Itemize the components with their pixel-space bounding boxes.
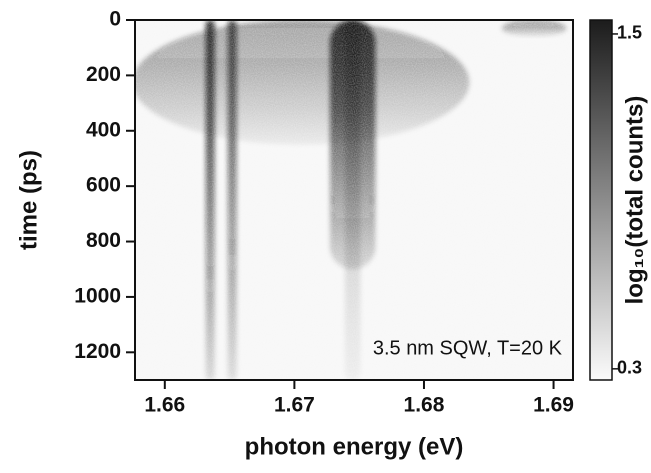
y-tick-label: 400 xyxy=(86,118,121,141)
colorbar-tick-label: 0.3 xyxy=(617,358,642,378)
y-tick-label: 0 xyxy=(109,8,121,31)
annotation: 3.5 nm SQW, T=20 K xyxy=(373,337,563,359)
y-tick-label: 800 xyxy=(86,229,121,252)
x-tick-label: 1.69 xyxy=(533,394,574,417)
y-tick-label: 1200 xyxy=(74,340,121,363)
y-tick-label: 600 xyxy=(86,174,121,197)
plot-frame xyxy=(134,19,574,381)
noise-texture xyxy=(135,20,573,380)
x-tick-label: 1.67 xyxy=(274,394,315,417)
colorbar xyxy=(589,19,613,381)
y-tick-label: 200 xyxy=(86,63,121,86)
x-tick-label: 1.68 xyxy=(404,394,445,417)
x-axis-label: photon energy (eV) xyxy=(245,433,464,460)
y-tick-label: 1000 xyxy=(74,284,121,307)
colorbar-label: log₁₀(total counts) xyxy=(621,96,648,305)
colorbar-tick-label: 1.5 xyxy=(617,23,642,43)
x-tick-label: 1.66 xyxy=(144,394,185,417)
y-axis-label: time (ps) xyxy=(15,150,42,250)
